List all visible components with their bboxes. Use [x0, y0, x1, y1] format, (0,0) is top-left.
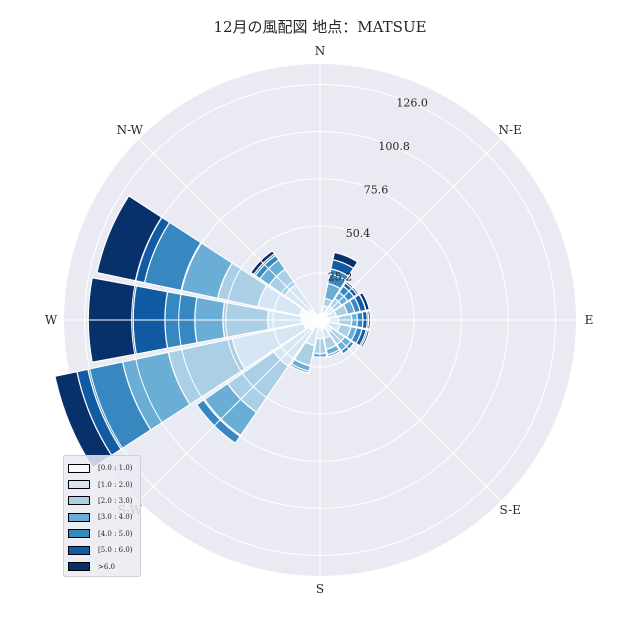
- legend-label: [0.0 : 1.0): [98, 464, 133, 473]
- direction-label: S: [316, 582, 324, 596]
- direction-label: N: [315, 44, 326, 58]
- legend-item: [5.0 : 6.0): [68, 542, 136, 558]
- chart-title: 12月の風配図 地点：MATSUE: [213, 18, 427, 36]
- legend-label: [2.0 : 3.0): [98, 496, 133, 505]
- legend-item: [1.0 : 2.0): [68, 476, 136, 492]
- legend-label: [1.0 : 2.0): [98, 480, 133, 489]
- rose-bar-NNE-bin-6: [332, 251, 359, 270]
- legend-swatch: [68, 529, 90, 539]
- legend-swatch: [68, 463, 90, 473]
- radial-tick-label: 126.0: [396, 96, 428, 109]
- legend-swatch: [68, 496, 90, 506]
- angular-gridline: [319, 138, 502, 321]
- direction-label: N-E: [499, 123, 522, 137]
- radial-tick-label: 75.6: [364, 183, 389, 196]
- legend-item: [3.0 : 4.0): [68, 509, 136, 525]
- legend-item: >6.0: [68, 558, 136, 574]
- legend-swatch: [68, 545, 90, 555]
- legend: [0.0 : 1.0) [1.0 : 2.0) [2.0 : 3.0) [3.0 : …: [63, 455, 141, 577]
- radial-tick-label: 25.2: [328, 270, 353, 283]
- legend-item: [0.0 : 1.0): [68, 460, 136, 476]
- radial-tick-label: 50.4: [346, 227, 371, 240]
- rose-bar-WSW-bin-6: [54, 370, 113, 469]
- angular-gridline: [319, 319, 502, 502]
- angular-gridline: [138, 138, 321, 321]
- legend-swatch: [68, 480, 90, 490]
- legend-item: [4.0 : 5.0): [68, 526, 136, 542]
- legend-item: [2.0 : 3.0): [68, 493, 136, 509]
- angular-gridline: [138, 319, 321, 502]
- legend-label: [4.0 : 5.0): [98, 529, 133, 538]
- legend-swatch: [68, 512, 90, 522]
- rose-bar-ENE-bin-6: [358, 291, 371, 311]
- legend-label: >6.0: [98, 562, 115, 571]
- legend-label: [5.0 : 6.0): [98, 546, 133, 555]
- legend-label: [3.0 : 4.0): [98, 513, 133, 522]
- rose-bar-ESE-bin-6: [359, 329, 371, 349]
- radial-tick-label: 100.8: [378, 140, 410, 153]
- legend-swatch: [68, 562, 90, 572]
- direction-label: S-E: [499, 503, 520, 517]
- direction-label: W: [45, 313, 58, 327]
- rose-bar-SSE-bin-4: [326, 348, 342, 358]
- direction-label: N-W: [117, 123, 144, 137]
- direction-label: E: [585, 313, 594, 327]
- rose-bar-SSW-bin-4: [289, 363, 310, 374]
